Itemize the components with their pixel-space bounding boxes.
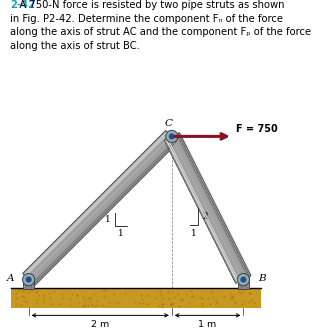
Text: 2 m: 2 m <box>91 320 109 328</box>
Text: A 750-N force is resisted by two pipe struts as shown
in Fig. P2-42. Determine t: A 750-N force is resisted by two pipe st… <box>10 0 311 51</box>
Text: 2-42: 2-42 <box>10 0 35 10</box>
Circle shape <box>23 274 35 286</box>
Bar <box>11 288 261 308</box>
Text: 1: 1 <box>105 215 110 224</box>
Circle shape <box>166 130 178 142</box>
Text: 1 m: 1 m <box>198 320 217 328</box>
Text: 1: 1 <box>191 229 197 238</box>
Circle shape <box>241 277 246 282</box>
Text: B: B <box>258 274 265 283</box>
Bar <box>23 277 34 289</box>
Circle shape <box>169 134 174 139</box>
Text: A: A <box>7 274 14 283</box>
Text: C: C <box>164 119 172 128</box>
Text: F = 750: F = 750 <box>236 124 278 133</box>
Circle shape <box>26 277 31 282</box>
Circle shape <box>237 274 249 286</box>
Text: 1: 1 <box>118 230 124 238</box>
Text: 2: 2 <box>203 212 208 221</box>
Bar <box>238 277 249 289</box>
Polygon shape <box>23 130 178 286</box>
Polygon shape <box>164 133 251 283</box>
